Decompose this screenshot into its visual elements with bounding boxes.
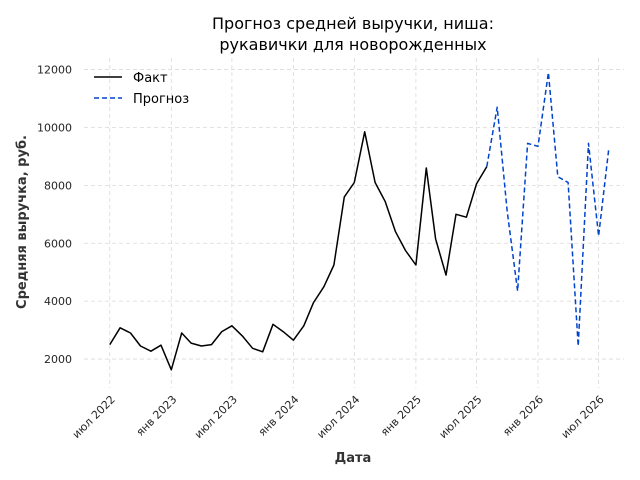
x-tick-label: янв 2023 [134, 393, 180, 439]
x-tick-label: июл 2023 [192, 393, 240, 441]
y-tick-label: 8000 [44, 179, 72, 192]
y-tick-label: 10000 [37, 121, 72, 134]
y-axis: 2000 4000 6000 8000 10000 12000 [37, 64, 72, 366]
series-line-forecast [486, 71, 610, 347]
legend: Факт Прогноз [94, 71, 189, 107]
legend-label-fact: Факт [133, 71, 168, 86]
x-tick-label: июл 2025 [437, 393, 485, 441]
x-tick-label: янв 2025 [378, 393, 424, 439]
y-tick-label: 6000 [44, 237, 72, 250]
x-tick-label: янв 2026 [500, 393, 546, 439]
y-axis-title: Средняя выручка, руб. [15, 135, 30, 309]
series-group [109, 71, 610, 371]
x-axis-title: Дата [335, 451, 372, 466]
y-tick-label: 2000 [44, 353, 72, 366]
x-tick-label: янв 2024 [256, 393, 302, 439]
x-tick-label: июл 2024 [314, 393, 362, 441]
x-axis: июл 2022 янв 2023 июл 2023 янв 2024 июл 2024… [70, 393, 607, 441]
y-tick-label: 4000 [44, 295, 72, 308]
x-tick-label: июл 2022 [70, 393, 118, 441]
series-line-fact [109, 131, 488, 371]
chart-title-line-1: Прогноз средней выручки, ниша: [212, 14, 494, 33]
legend-label-forecast: Прогноз [133, 92, 189, 107]
y-tick-label: 12000 [37, 64, 72, 77]
chart-title-line-2: рукавички для новорожденных [219, 35, 486, 54]
x-tick-label: июл 2026 [559, 393, 607, 441]
grid [84, 58, 624, 388]
